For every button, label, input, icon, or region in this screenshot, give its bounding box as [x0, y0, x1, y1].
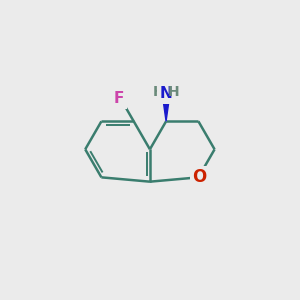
Text: H: H	[153, 85, 164, 98]
Polygon shape	[162, 94, 170, 121]
Text: N: N	[160, 86, 172, 101]
Text: O: O	[192, 168, 206, 186]
Text: H: H	[168, 85, 180, 98]
Text: F: F	[114, 92, 124, 106]
